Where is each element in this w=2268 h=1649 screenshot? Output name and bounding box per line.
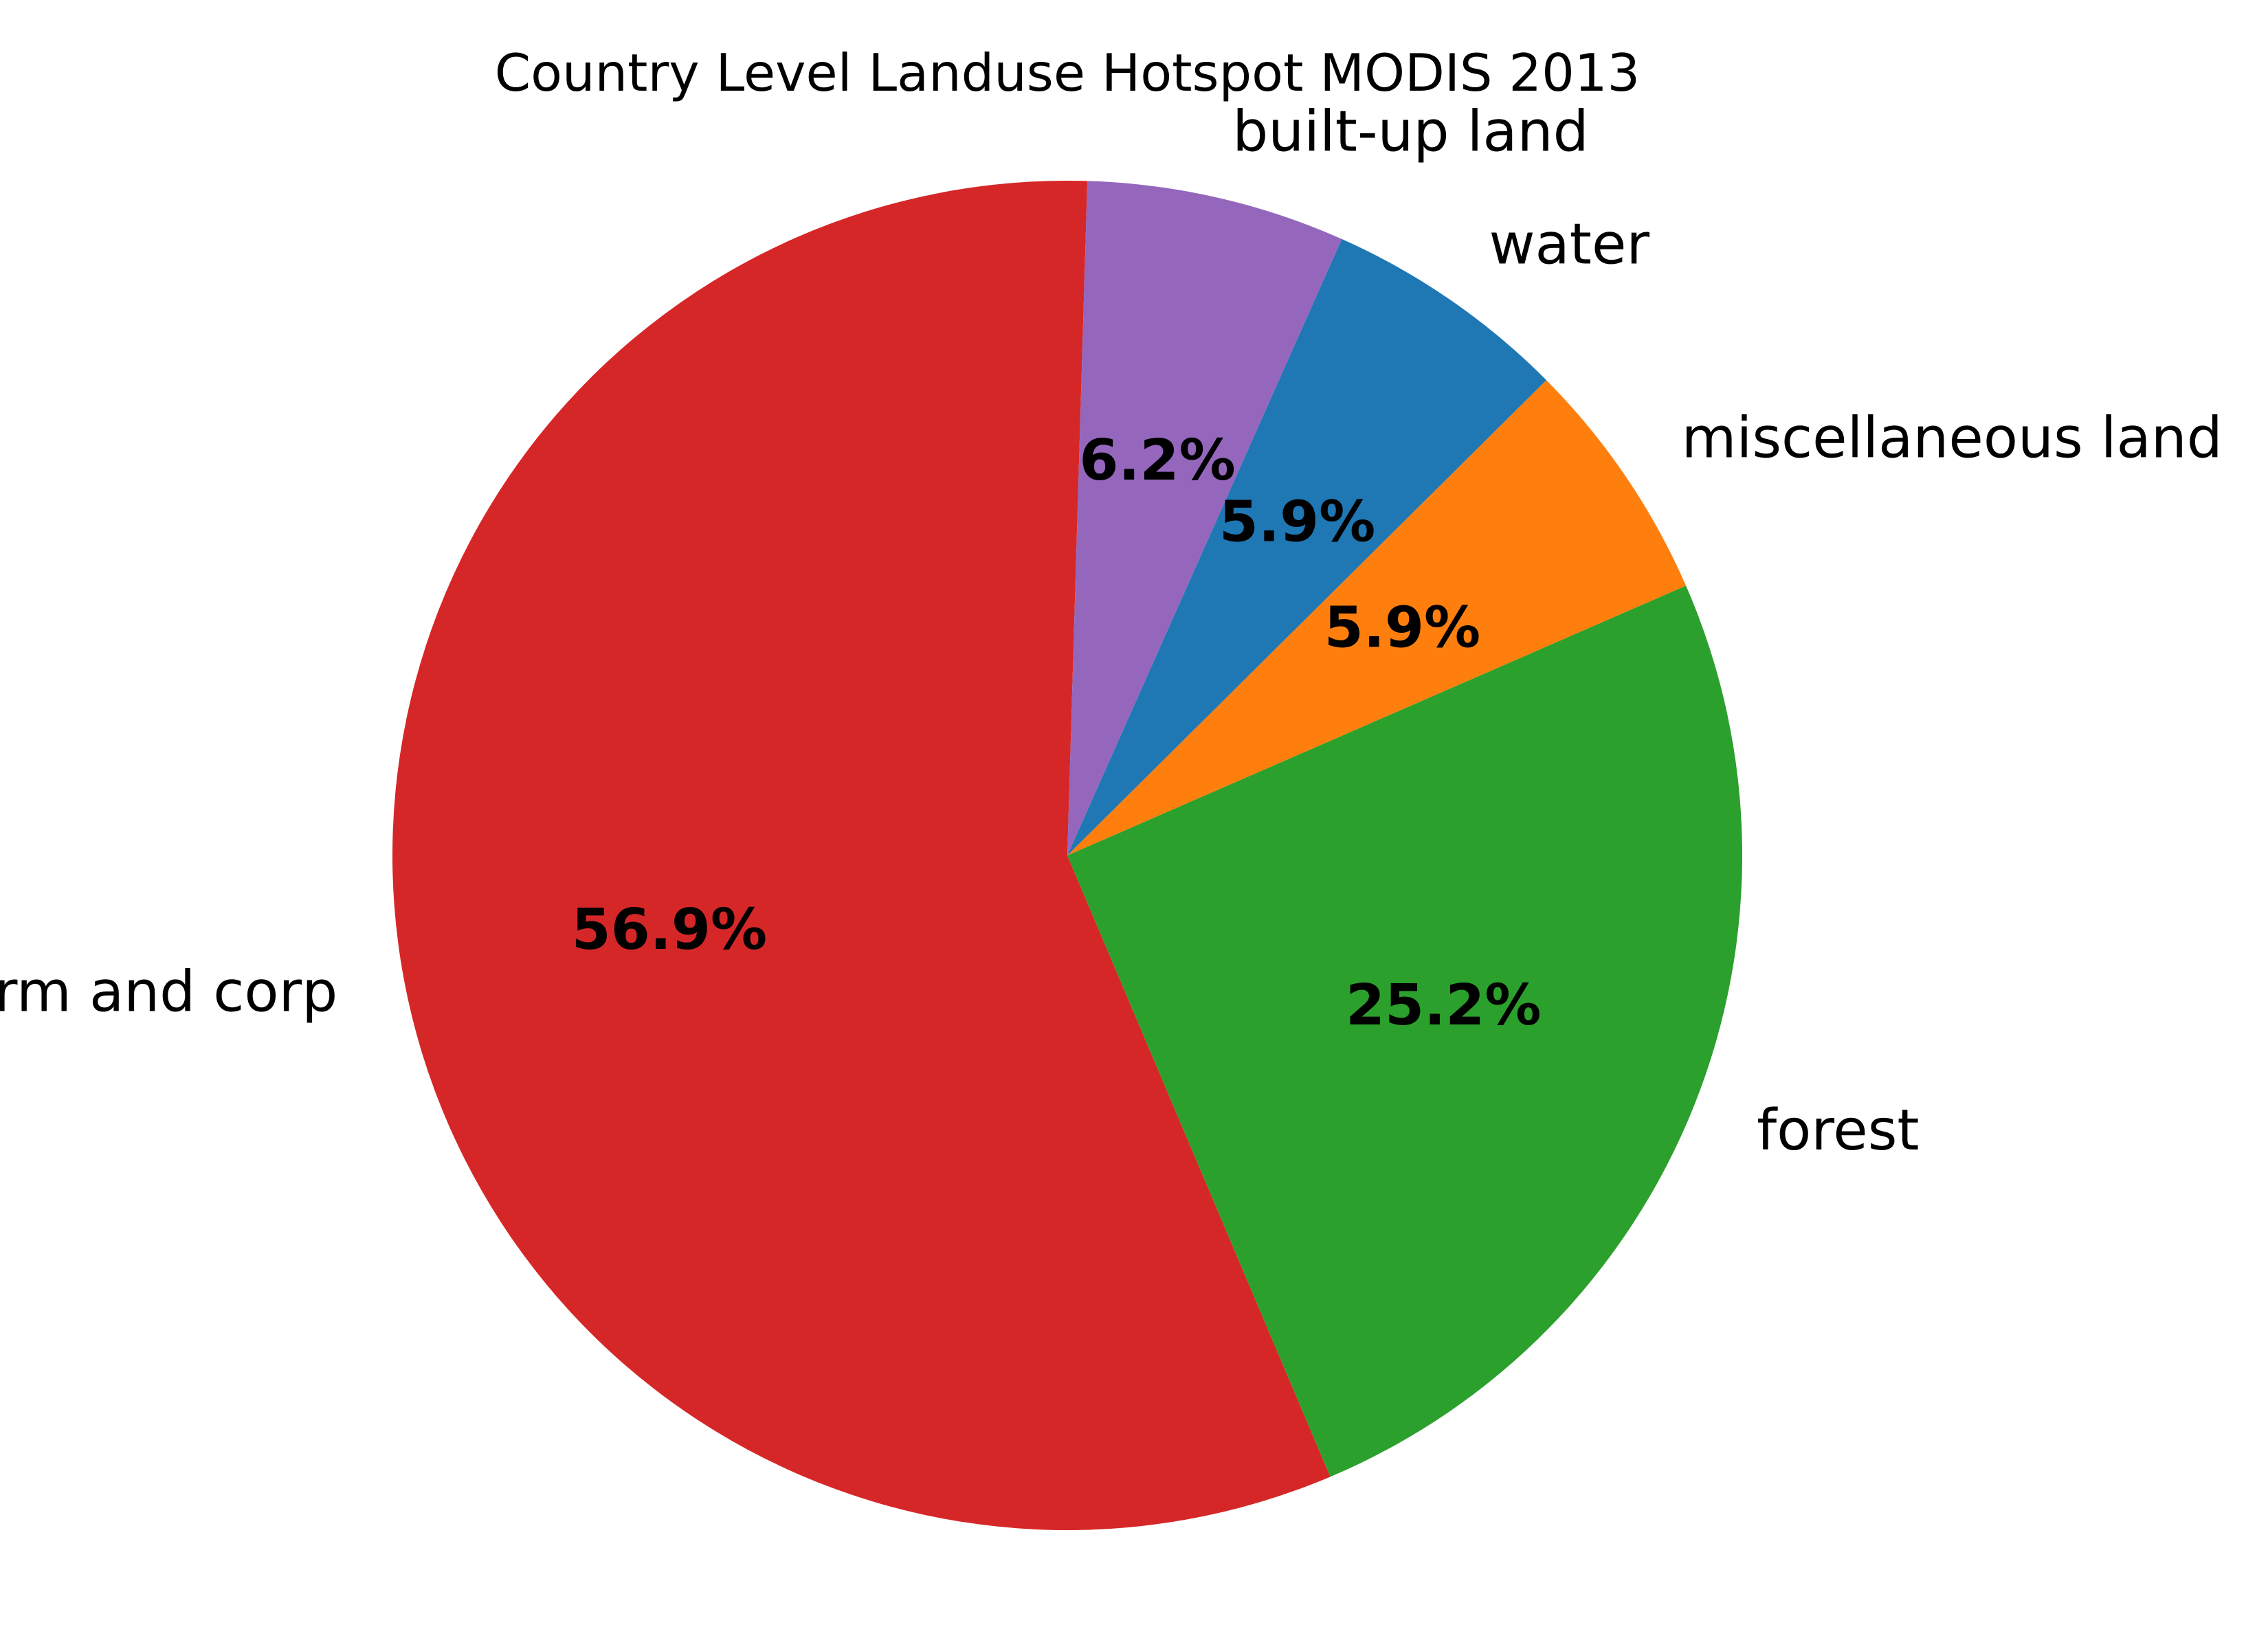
slice-label-farm-and-corp: farm and corp xyxy=(0,960,337,1025)
chart-title: Country Level Landuse Hotspot MODIS 2013 xyxy=(495,43,1641,103)
slice-label-water: water xyxy=(1489,212,1649,277)
pie-slice-water xyxy=(1067,238,1546,856)
slice-percent-water: 5.9% xyxy=(1219,490,1375,555)
pie-slice-miscellaneous-land xyxy=(1067,380,1687,855)
pie-labels: farm and corp 56.9% forest 25.2% miscellaneo… xyxy=(0,99,2223,1163)
slice-percent-forest: 25.2% xyxy=(1346,973,1541,1038)
slice-label-forest: forest xyxy=(1757,1098,1919,1163)
pie-slice-built-up-land xyxy=(1067,181,1342,855)
slice-percent-miscellaneous-land: 5.9% xyxy=(1324,596,1480,661)
pie-slices xyxy=(392,180,1743,1530)
pie-slice-farm-and-corp xyxy=(392,180,1331,1530)
slice-percent-built-up-land: 6.2% xyxy=(1079,428,1235,493)
slice-label-miscellaneous-land: miscellaneous land xyxy=(1682,406,2223,471)
slice-percent-farm-and-corp: 56.9% xyxy=(572,897,767,963)
slice-label-built-up-land: built-up land xyxy=(1232,99,1588,164)
pie-slice-forest xyxy=(1067,585,1743,1477)
